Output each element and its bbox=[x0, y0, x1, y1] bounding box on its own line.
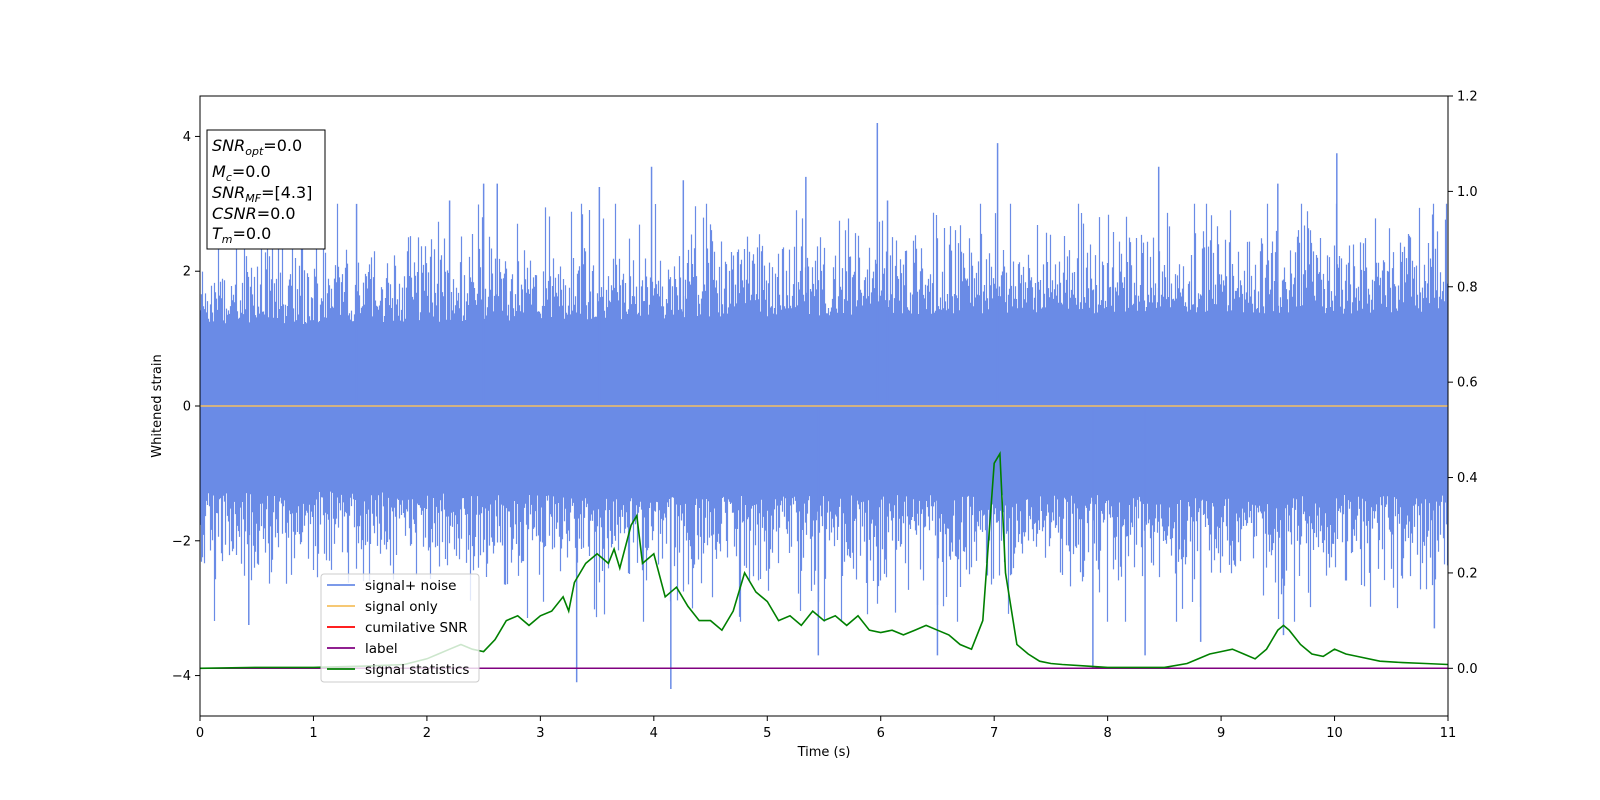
y-right-tick-label: 1.2 bbox=[1457, 90, 1478, 105]
x-axis: 0 1 2 3 4 5 6 7 8 9 10 11 bbox=[196, 716, 1456, 741]
y-left-tick-label: 2 bbox=[183, 265, 191, 280]
y-left-tick-label: −4 bbox=[172, 669, 191, 684]
y-left-tick-label: 4 bbox=[183, 130, 191, 145]
y-left-tick-label: 0 bbox=[183, 400, 191, 415]
series-signal-statistics bbox=[200, 451, 1448, 670]
x-tick-label: 6 bbox=[877, 726, 885, 741]
legend-entry-label: signal only bbox=[365, 599, 438, 615]
y-right-tick-label: 0.2 bbox=[1457, 566, 1478, 581]
annotation-line: Mc=0.0 bbox=[212, 162, 271, 184]
x-tick-label: 4 bbox=[650, 726, 658, 741]
y-axis-right: 0.0 0.2 0.4 0.6 0.8 1.0 1.2 bbox=[1448, 90, 1478, 677]
x-tick-label: 2 bbox=[423, 726, 431, 741]
y-right-tick-label: 0.0 bbox=[1457, 662, 1478, 677]
legend-entry-label: label bbox=[365, 641, 398, 657]
x-tick-label: 5 bbox=[763, 726, 771, 741]
legend-frame bbox=[320, 573, 480, 683]
y-left-tick-label: −2 bbox=[172, 534, 191, 549]
y-right-tick-label: 0.4 bbox=[1457, 471, 1478, 486]
annotation-line: SNRMF=[4.3] bbox=[212, 183, 312, 205]
plot-area bbox=[200, 122, 1448, 690]
annotation-box: SNRopt=0.0 Mc=0.0SNRMF=[4.3]CSNR=0.0Tm=0.… bbox=[206, 129, 326, 250]
annotation-line: Tm=0.0 bbox=[212, 224, 271, 246]
y-right-tick-label: 0.6 bbox=[1457, 376, 1478, 391]
x-axis-label: Time (s) bbox=[797, 745, 851, 760]
x-tick-label: 1 bbox=[309, 726, 317, 741]
series-signal-noise bbox=[200, 122, 1448, 690]
x-tick-label: 10 bbox=[1326, 726, 1343, 741]
y-axis-label: Whitened strain bbox=[150, 354, 165, 457]
x-tick-label: 0 bbox=[196, 726, 204, 741]
annotation-box-frame bbox=[206, 129, 326, 250]
x-tick-label: 7 bbox=[990, 726, 998, 741]
x-tick-label: 11 bbox=[1440, 726, 1457, 741]
annotation-line: SNRopt=0.0 bbox=[212, 136, 302, 158]
x-tick-label: 9 bbox=[1217, 726, 1225, 741]
legend-entry-label: signal+ noise bbox=[365, 578, 456, 594]
y-right-tick-label: 0.8 bbox=[1457, 280, 1478, 295]
y-right-tick-label: 1.0 bbox=[1457, 185, 1478, 200]
x-tick-label: 3 bbox=[536, 726, 544, 741]
legend-entry-label: cumilative SNR bbox=[365, 620, 468, 636]
annotation-line: CSNR=0.0 bbox=[212, 204, 296, 223]
legend-entry-label: signal statistics bbox=[365, 662, 469, 678]
x-tick-label: 8 bbox=[1103, 726, 1111, 741]
legend: signal+ noise signal only cumilative SNR la… bbox=[320, 573, 480, 683]
y-axis-left: −4 −2 0 2 4 bbox=[172, 130, 200, 684]
